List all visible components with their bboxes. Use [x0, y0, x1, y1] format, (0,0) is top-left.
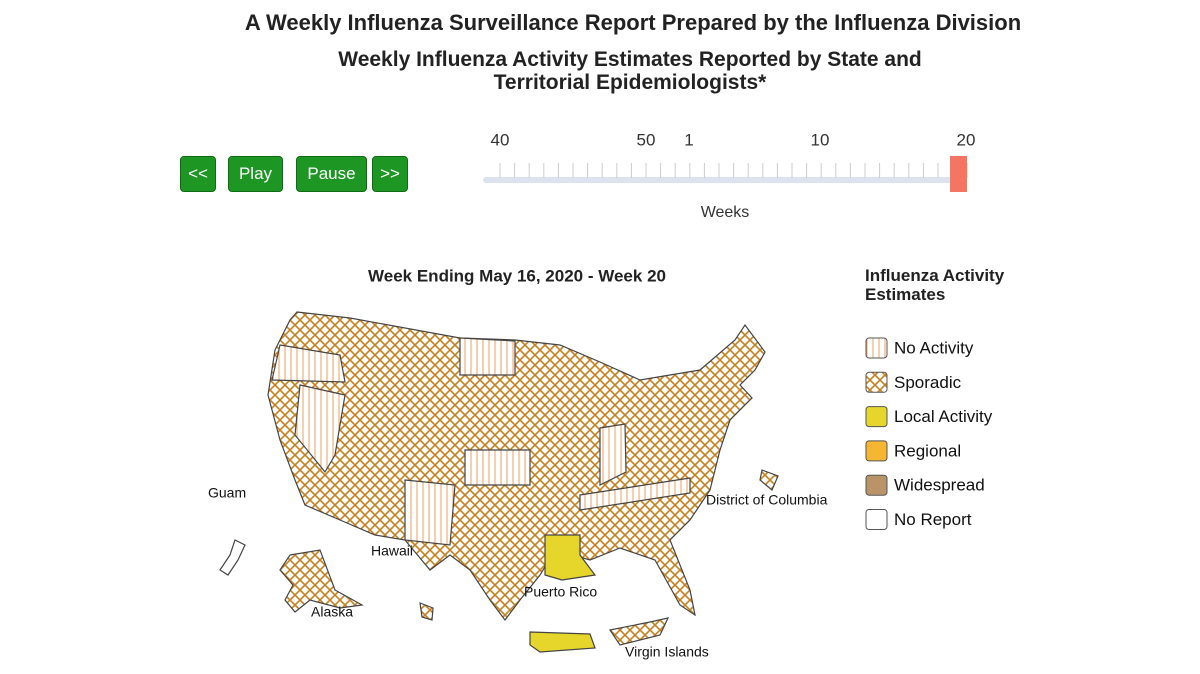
week-slider[interactable]: 40 50 1 10 20 Weeks — [483, 130, 975, 221]
legend-swatch — [865, 509, 888, 530]
legend-swatch — [865, 440, 888, 462]
region-label: Virgin Islands — [625, 644, 709, 660]
region-label: District of Columbia — [706, 492, 828, 508]
slider-handle[interactable] — [950, 156, 967, 192]
slider-tick-label: 1 — [684, 130, 693, 149]
alaska — [279, 549, 364, 613]
legend-title: Influenza Activity Estimates — [865, 266, 1005, 304]
virgin-islands — [609, 617, 670, 646]
slider-tick-label: 10 — [811, 130, 830, 149]
state — [459, 337, 516, 376]
legend-swatch — [865, 406, 888, 428]
page-subtitle: Weekly Influenza Activity Estimates Repo… — [338, 48, 922, 94]
puerto-rico — [529, 631, 596, 653]
legend-label: Widespread — [894, 476, 985, 495]
state — [294, 384, 346, 474]
region-label: Alaska — [311, 604, 353, 620]
dc — [759, 469, 779, 491]
state — [464, 449, 531, 486]
legend-label: Local Activity — [894, 407, 993, 426]
region-label: Puerto Rico — [524, 584, 597, 600]
next-button[interactable]: >> — [372, 156, 408, 192]
slider-track — [483, 177, 963, 183]
state — [579, 477, 691, 511]
slider-axis-label: Weeks — [701, 204, 750, 221]
legend-swatch — [865, 474, 888, 496]
pause-button[interactable]: Pause — [296, 156, 367, 192]
legend-swatch — [865, 371, 888, 393]
slider-tick-label: 20 — [957, 130, 976, 149]
state — [404, 479, 456, 546]
region-label: Hawaii — [371, 543, 413, 559]
hawaii — [419, 602, 434, 621]
map — [219, 311, 779, 653]
play-button[interactable]: Play — [228, 156, 283, 192]
region-label: Guam — [208, 485, 246, 501]
map-title: Week Ending May 16, 2020 - Week 20 — [368, 266, 666, 285]
legend-label: No Report — [894, 510, 972, 529]
legend-swatch — [865, 337, 888, 359]
prev-button[interactable]: << — [180, 156, 216, 192]
page-title: A Weekly Influenza Surveillance Report P… — [244, 10, 1022, 35]
us-mainland — [267, 311, 766, 621]
state — [544, 534, 597, 581]
legend-label: Sporadic — [894, 373, 962, 392]
state — [599, 423, 627, 486]
state — [271, 344, 346, 383]
slider-tick-label: 40 — [491, 130, 510, 149]
slider-tick-label: 50 — [637, 130, 656, 149]
legend-label: No Activity — [894, 338, 974, 357]
guam — [219, 539, 246, 576]
legend-label: Regional — [894, 441, 961, 460]
